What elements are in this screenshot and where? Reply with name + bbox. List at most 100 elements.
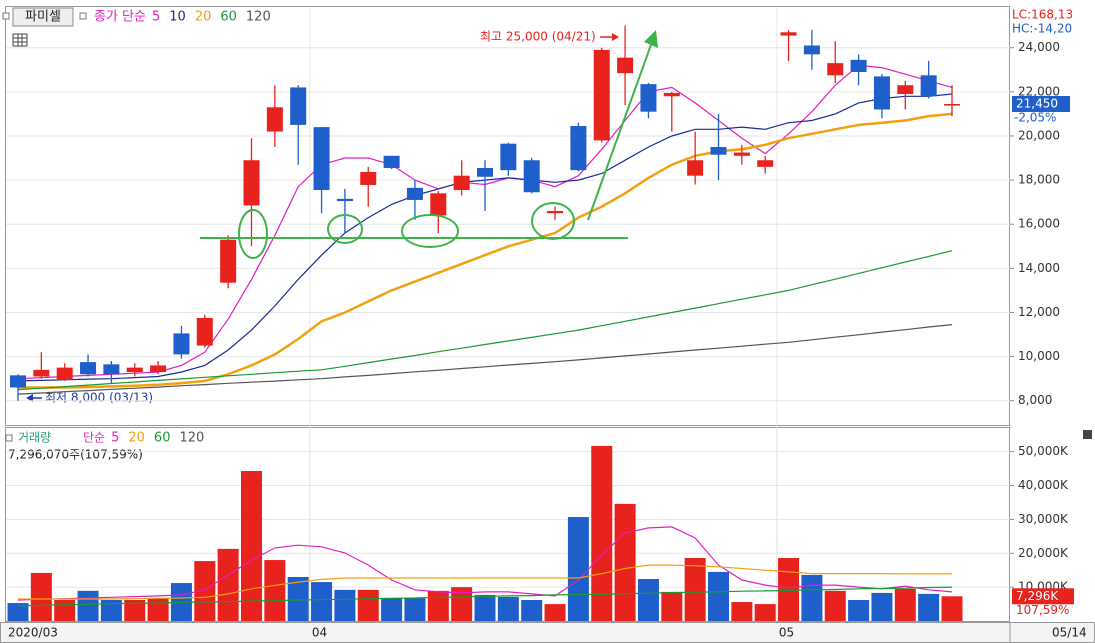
candle-body — [570, 126, 587, 171]
candle-body — [266, 107, 283, 132]
y-tick-label: 12,000 — [1018, 305, 1060, 319]
marks: 8,000 10,000 12,000 14,000 16,000 18,000 20,00… — [6, 8, 1069, 640]
volume-bar — [614, 503, 636, 621]
drawing-arrowhead — [644, 30, 658, 48]
high-arrowhead — [612, 33, 619, 41]
candle-body — [430, 193, 447, 216]
header-icon — [2, 12, 10, 20]
moving-average-line — [17, 526, 953, 601]
legend-entry: 60 — [154, 431, 171, 446]
candle-body — [150, 365, 167, 373]
legend-entry: 20 — [195, 10, 212, 25]
candle-body — [617, 57, 634, 74]
volume-bar — [404, 597, 426, 621]
drawing-ellipse — [401, 214, 459, 248]
candle-body — [593, 49, 610, 141]
y-tick-label: 10,000 — [1018, 349, 1060, 363]
candle-body — [827, 63, 844, 76]
volume-panel — [5, 427, 1010, 622]
volume-bar — [30, 572, 52, 621]
y-tick-label: 50,000K — [1018, 444, 1069, 458]
volume-bar — [918, 593, 940, 621]
candle-body — [897, 85, 914, 95]
volume-bar — [684, 558, 706, 621]
legend-entry: 20 — [128, 431, 145, 446]
volume-bar — [194, 561, 216, 621]
hc-label: HC:-14,20 — [1012, 22, 1072, 36]
candle-body — [196, 317, 213, 346]
volume-bar — [871, 592, 893, 621]
high-annotation: 최고 25,000 (04/21) — [480, 30, 596, 44]
candle-body — [336, 198, 353, 202]
volume-bar — [427, 590, 449, 621]
moving-average-line — [18, 112, 953, 389]
volume-bar — [894, 588, 916, 621]
ratio-label: 107,59% — [1016, 603, 1069, 617]
y-tick-label: 24,000 — [1018, 40, 1060, 54]
volume-bar — [708, 571, 729, 621]
volume-bar — [637, 579, 659, 621]
table-icon[interactable] — [12, 33, 28, 47]
y-tick-label: 30,000K — [1018, 512, 1069, 526]
x-tick-label: 2020/03 — [8, 626, 58, 640]
volume-bar — [334, 589, 356, 621]
candle-body — [733, 152, 750, 156]
legend-entry: 10 — [169, 10, 186, 25]
volume-bar — [451, 587, 473, 621]
volume-bar — [848, 600, 870, 621]
y-tick-label: 20,000K — [1018, 546, 1069, 560]
y-tick-label: 8,000 — [1018, 393, 1052, 407]
close-button[interactable] — [1083, 430, 1092, 439]
candle-body — [920, 75, 937, 97]
volume-bar — [77, 590, 99, 621]
legend-entry: 120 — [179, 431, 204, 446]
candle-body — [523, 160, 540, 193]
x-tick-label: 04 — [312, 626, 327, 640]
security-box[interactable] — [12, 7, 74, 27]
volume-bar — [7, 603, 29, 621]
candle-body — [780, 32, 797, 36]
volume-bar — [287, 576, 309, 621]
price-panel — [5, 6, 1010, 426]
moving-average-line — [17, 324, 953, 395]
candle-body — [80, 362, 97, 375]
candle-body — [126, 367, 143, 373]
low-arrowhead — [26, 394, 33, 402]
moving-average-line — [18, 564, 952, 600]
x-tick-label: 05 — [779, 626, 794, 640]
volume-title: 거래량 — [18, 431, 51, 445]
candle-body — [220, 239, 237, 283]
date-axis — [0, 622, 1095, 643]
candle-body — [710, 147, 727, 155]
volume-bar — [801, 574, 823, 621]
volume-info: 7,296,070주(107,59%) — [8, 448, 143, 462]
volume-bar — [824, 590, 846, 621]
candle-body — [406, 187, 423, 200]
volume-bar — [357, 589, 379, 621]
candle-body — [547, 210, 564, 214]
current-date: 05/14 — [1052, 626, 1087, 640]
candle-body — [56, 367, 73, 380]
candle-body — [663, 92, 680, 97]
drawings — [200, 41, 653, 259]
candle-body — [477, 167, 493, 177]
candle-body — [500, 143, 517, 171]
legend-entry: 5 — [111, 431, 119, 446]
volume-bar — [778, 558, 800, 621]
y-tick-label: 14,000 — [1018, 261, 1060, 275]
volume-bar — [474, 594, 496, 621]
volume-bar — [941, 596, 963, 621]
candle-body — [850, 59, 867, 72]
low-annotation: 최저 8,000 (03/13) — [45, 391, 153, 405]
indicator-label: 종가 단순 — [94, 10, 146, 25]
last-close-box — [1012, 95, 1070, 112]
candle-body — [453, 175, 470, 191]
moving-average-line — [17, 586, 953, 607]
candle-body — [757, 160, 774, 167]
header-icon — [5, 434, 13, 442]
last-close-label: 21,450 — [1016, 96, 1058, 110]
candle-body — [944, 103, 960, 106]
candle-body — [173, 333, 190, 355]
